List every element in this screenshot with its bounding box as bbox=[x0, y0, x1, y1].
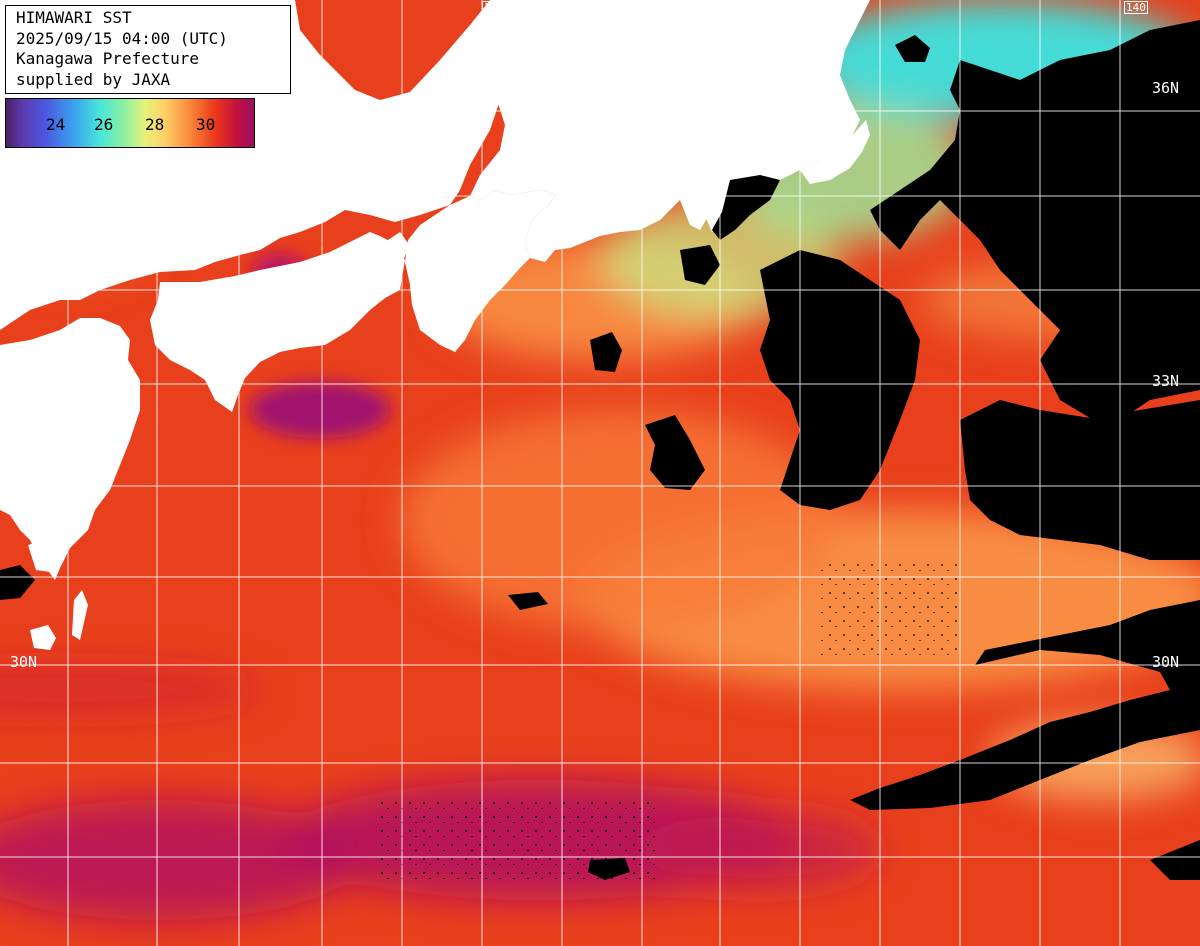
cloud-east-lower bbox=[1150, 840, 1200, 880]
cloud-patch-east-coast bbox=[895, 35, 930, 62]
hot-band-south-east bbox=[640, 810, 880, 890]
cloud-east-band bbox=[960, 400, 1200, 560]
satellite-title: HIMAWARI SST bbox=[16, 8, 132, 27]
mild-zone-central bbox=[400, 410, 840, 630]
warm-eddy-shikoku bbox=[250, 382, 390, 438]
lat-label-36n: 36N bbox=[1152, 79, 1180, 97]
map-info-box: HIMAWARI SST 2025/09/15 04:00 (UTC) Kana… bbox=[5, 5, 291, 94]
land-tanegashima bbox=[72, 590, 88, 640]
lat-label-33n: 33N bbox=[1152, 372, 1180, 390]
observation-datetime: 2025/09/15 04:00 (UTC) bbox=[16, 28, 228, 48]
cloud-speckle-south bbox=[380, 800, 660, 880]
cloud-patch-center bbox=[645, 415, 705, 490]
legend-tick-30: 30 bbox=[196, 115, 216, 134]
provider-region: Kanagawa Prefecture bbox=[16, 49, 200, 68]
lon-mark-140: 140 bbox=[1124, 1, 1148, 14]
hot-band-north bbox=[0, 665, 260, 715]
legend-tick-26: 26 bbox=[94, 115, 114, 134]
legend-tick-28: 28 bbox=[145, 115, 165, 134]
legend-tick-24: 24 bbox=[46, 115, 66, 134]
cloud-northeast-mass bbox=[870, 20, 1200, 420]
hot-band-south-west bbox=[0, 800, 360, 920]
land-awaji bbox=[388, 232, 410, 262]
land-yakushima bbox=[30, 625, 56, 650]
cloud-speckle-east bbox=[820, 560, 960, 660]
cloud-southeast-band bbox=[850, 600, 1200, 810]
land-boso bbox=[800, 120, 870, 184]
land-shikoku bbox=[150, 232, 405, 412]
land-kii bbox=[405, 190, 556, 352]
land-osumi bbox=[28, 540, 58, 572]
cloud-patch-mid bbox=[508, 592, 548, 610]
cloud-patch-small bbox=[590, 332, 622, 372]
lat-label-30n-right: 30N bbox=[1152, 653, 1180, 671]
cloud-patch-left-island bbox=[0, 565, 35, 600]
temperature-legend: 24 26 28 30 bbox=[5, 98, 255, 148]
lat-label-33-left: 33 bbox=[10, 372, 29, 390]
lon-mark-131: 131 bbox=[482, 1, 506, 14]
cloud-patch-coast bbox=[712, 175, 780, 240]
data-supplier: supplied by JAXA bbox=[16, 69, 171, 89]
cloud-patch-inland bbox=[680, 245, 720, 285]
lat-label-30n-left: 30N bbox=[10, 653, 38, 671]
